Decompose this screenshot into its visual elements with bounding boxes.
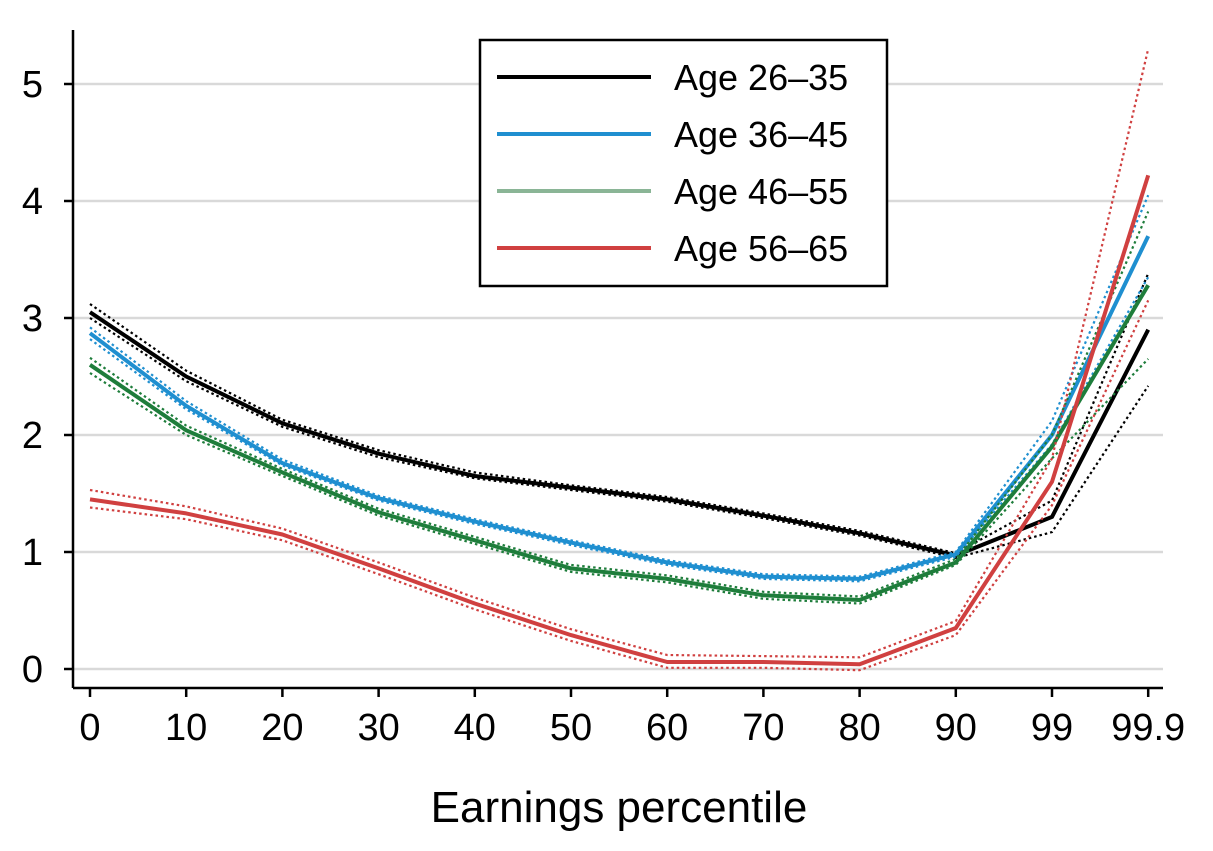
x-tick-label: 80	[838, 707, 880, 749]
x-tick-label: 30	[357, 707, 399, 749]
x-tick-label: 20	[261, 707, 303, 749]
x-tick-label: 10	[165, 707, 207, 749]
confidence-bound-line	[89, 211, 1150, 598]
series-line	[88, 284, 1150, 602]
y-tick-label: 4	[22, 181, 43, 223]
confidence-bound-line	[89, 358, 1149, 605]
legend: Age 26–35 Age 36–45 Age 46–55 Age 56–65	[478, 38, 889, 288]
confidence-bound-line	[89, 48, 1150, 659]
y-tick-label: 0	[22, 649, 43, 691]
y-tick-label: 2	[22, 415, 43, 457]
confidence-bound-line	[89, 194, 1150, 578]
series-line	[88, 310, 1150, 558]
x-tick-label: 60	[646, 707, 688, 749]
x-tick-label: 99	[1031, 707, 1073, 749]
series-group	[88, 194, 1151, 583]
legend-label: Age 26–35	[674, 57, 848, 98]
series-lines	[88, 48, 1151, 672]
legend-label: Age 56–65	[674, 228, 848, 269]
series-group	[89, 48, 1151, 672]
y-tick-label: 3	[22, 298, 43, 340]
x-tick-label: 50	[550, 707, 592, 749]
series-line	[89, 174, 1151, 667]
series-group	[88, 211, 1150, 605]
x-tick-label: 40	[454, 707, 496, 749]
legend-box	[478, 38, 889, 288]
confidence-bound-line	[89, 317, 1150, 560]
x-axis-title: Earnings percentile	[431, 783, 808, 832]
confidence-bound-line	[89, 299, 1150, 672]
series-line	[88, 235, 1151, 581]
x-tick-label: 0	[79, 707, 100, 749]
x-tick-label: 90	[935, 707, 977, 749]
legend-label: Age 46–55	[674, 171, 848, 212]
x-tick-label: 99.9	[1111, 707, 1185, 749]
confidence-bound-line	[89, 276, 1150, 583]
y-tick-label: 1	[22, 532, 43, 574]
y-tick-label: 5	[22, 64, 43, 106]
x-tick-label: 70	[742, 707, 784, 749]
legend-label: Age 36–45	[674, 114, 848, 155]
